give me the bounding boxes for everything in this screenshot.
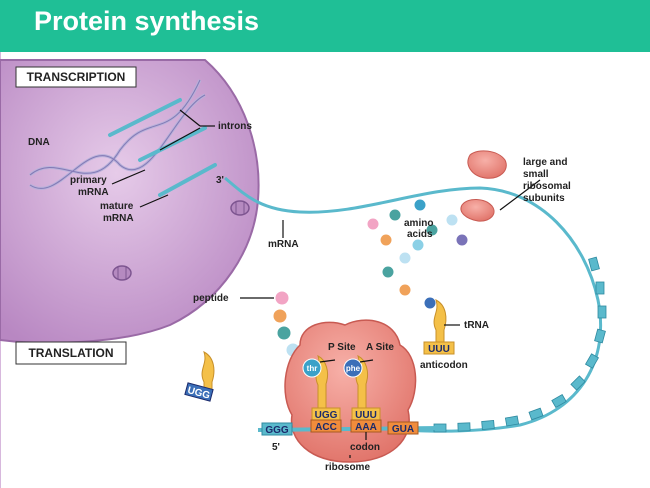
- leader-lines: [111, 109, 541, 458]
- transcription-label: TRANSCRIPTION: [27, 70, 126, 84]
- mature-mrna-label-2: mRNA: [103, 213, 134, 224]
- mrna-segments: [433, 256, 607, 433]
- mrna-right-sequence: GUA: [392, 424, 414, 435]
- amino-acid-thr: [302, 358, 322, 378]
- p-site-label: P Site: [328, 342, 356, 353]
- codon-label: codon: [350, 442, 380, 453]
- primary-mrna: [108, 98, 207, 162]
- a-site-label: A Site: [366, 342, 394, 353]
- ribosomal-label-1: large and: [523, 157, 567, 168]
- dna-helix-outline: [29, 79, 206, 189]
- nuclear-pore: [112, 265, 132, 281]
- transcription-box: [15, 66, 137, 88]
- amino-acids-label-2: acids: [407, 229, 433, 240]
- mature-mrna: [158, 163, 217, 197]
- mrna-label: mRNA: [268, 239, 299, 250]
- free-trna-anticodon-1: UUU: [428, 344, 450, 355]
- ribosome-label: ribosome: [325, 462, 370, 473]
- free-trna-left: [184, 351, 215, 402]
- amino-acid-phe-label: phe: [346, 364, 361, 373]
- amino-acid-thr-label: thr: [307, 364, 318, 373]
- anticodon-label: anticodon: [420, 360, 468, 371]
- a-site-codon: AAA: [355, 422, 377, 433]
- five-prime-label: 5': [272, 442, 280, 453]
- page-title: Protein synthesis: [34, 6, 260, 36]
- ribosomal-subunits: [460, 150, 507, 222]
- mrna-strand: [224, 176, 603, 433]
- ribosomal-label-3: ribosomal: [523, 181, 571, 192]
- ribosomal-label-4: subunits: [523, 193, 565, 204]
- p-site-codon-box: [310, 419, 342, 433]
- free-amino-acids: [366, 198, 469, 310]
- amino-acid-phe: [343, 358, 363, 378]
- mrna-right-box: [387, 421, 419, 435]
- translation-label: TRANSLATION: [28, 346, 113, 360]
- peptide-label: peptide: [193, 293, 229, 304]
- amino-acids-label-1: amino: [404, 218, 433, 229]
- mrna-left-box: [261, 422, 293, 436]
- p-site-codon: ACC: [315, 422, 337, 433]
- dna-label: DNA: [28, 137, 50, 148]
- three-prime-label: 3': [216, 175, 224, 186]
- translation-box: [15, 341, 127, 365]
- trna-label: tRNA: [464, 320, 489, 331]
- mrna-left-sequence: GGG: [265, 425, 289, 436]
- p-site-anticodon: UGG: [315, 410, 338, 421]
- ribosomal-label-2: small: [523, 169, 549, 180]
- title-bar: Protein synthesis: [0, 0, 650, 52]
- introns-label: introns: [218, 121, 252, 132]
- mature-mrna-label-1: mature: [100, 201, 134, 212]
- free-trna-right: [423, 299, 455, 355]
- primary-mrna-label-2: mRNA: [78, 187, 109, 198]
- a-site-anticodon: UUU: [355, 410, 377, 421]
- nuclear-pore: [230, 200, 250, 216]
- primary-mrna-label-1: primary: [70, 175, 107, 186]
